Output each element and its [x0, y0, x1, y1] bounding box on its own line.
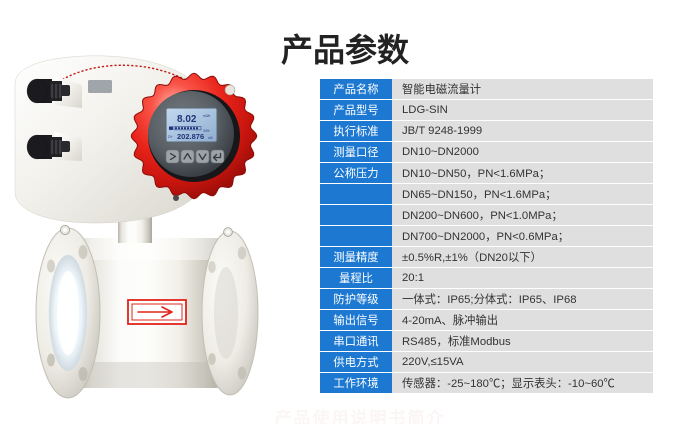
svg-text:202.876: 202.876	[177, 132, 204, 141]
svg-text:m3/h: m3/h	[203, 114, 210, 118]
svg-text:8.02: 8.02	[177, 114, 197, 125]
svg-text:ΣI+: ΣI+	[168, 135, 173, 139]
svg-text:m3: m3	[208, 136, 213, 140]
